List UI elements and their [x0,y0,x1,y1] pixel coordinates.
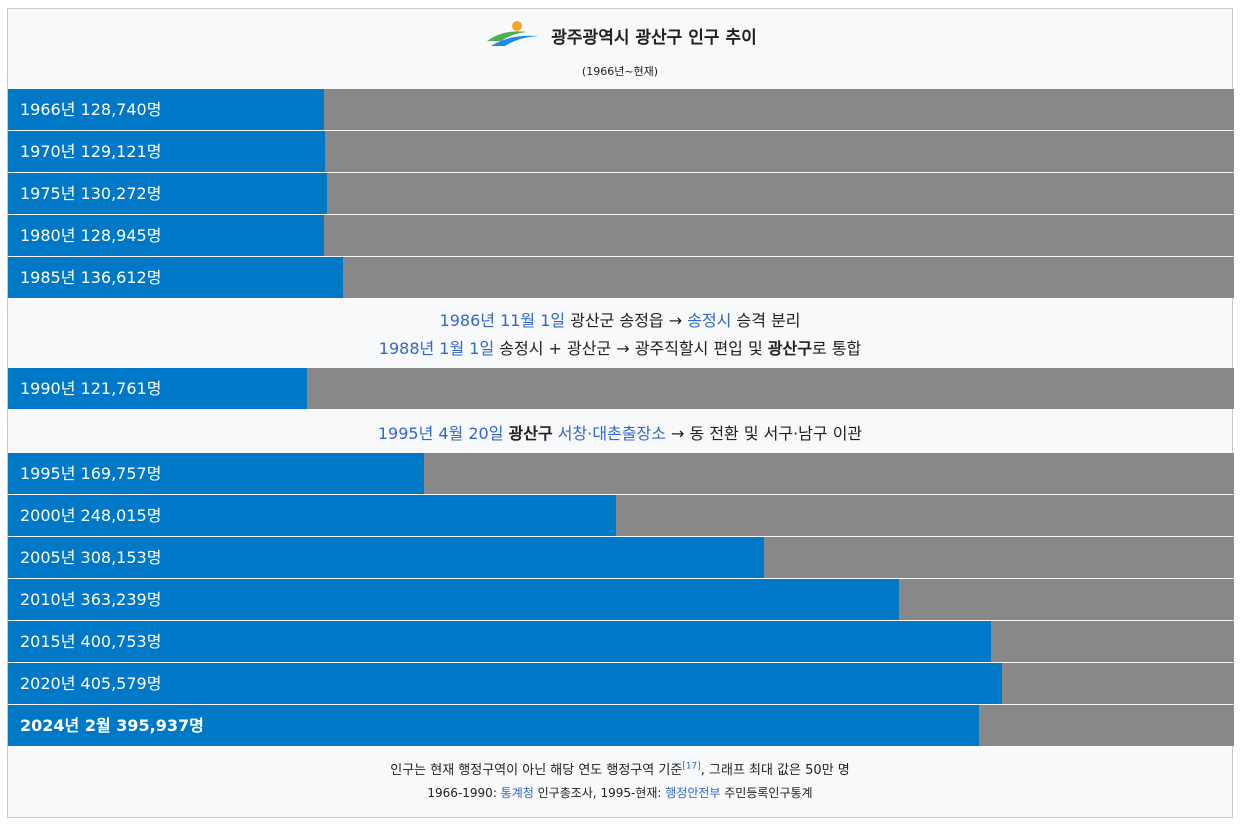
bar-2024 [8,705,979,746]
ministry-link[interactable]: 행정안전부 [665,786,721,800]
note-1988: 1988년 1월 1일 송정시 + 광산군 → 광주직할시 편입 및 광산구로 … [8,335,1232,359]
note-1995: 1995년 4월 20일 광산구 서창·대촌출장소 → 동 전환 및 서구·남구… [8,420,1232,444]
bar-label-1980: 1980년 128,945명 [20,226,162,245]
title-row: · · · 광주광역시 광산구 인구 추이 [8,19,1232,51]
bar-row-2000: 2000년 248,015명 [8,495,1234,536]
note-1986-songjeong-link[interactable]: 송정시 [687,311,732,330]
bar-row-1975: 1975년 130,272명 [8,173,1234,214]
footer-line-1: 인구는 현재 행정구역이 아닌 해당 연도 행정구역 기준[17], 그래프 최… [8,759,1232,778]
footer-line-2: 1966-1990: 통계청 인구총조사, 1995-현재: 행정안전부 주민등… [8,784,1232,801]
bar-label-2020: 2020년 405,579명 [20,674,162,693]
note-1988-text-a: 송정시 + 광산군 → 광주직할시 편입 및 [494,339,768,358]
bar-1980 [8,215,325,256]
bar-label-1985: 1985년 136,612명 [20,268,162,287]
gwangsan-gu-logo-icon: · · · [487,21,540,51]
note-1986-date-link[interactable]: 1986년 11월 1일 [439,311,566,330]
note-1986-text-a: 광산군 송정읍 → [565,311,688,330]
note-1995-bold: 광산구 [508,424,553,443]
bar-row-1980: 1980년 128,945명 [8,215,1234,256]
chart-footer: 인구는 현재 행정구역이 아닌 해당 연도 행정구역 기준[17], 그래프 최… [8,759,1232,801]
bar-row-1990: 1990년 121,761명 [8,368,1234,409]
bar-label-2015: 2015년 400,753명 [20,632,162,651]
bar-1985 [8,257,343,298]
bar-2015 [8,621,991,662]
chart-subtitle: (1966년~현재) [581,65,659,78]
note-1995-date-link[interactable]: 1995년 4월 20일 [377,424,504,443]
bar-2010 [8,579,899,620]
bar-label-2024: 2024년 2월 395,937명 [20,716,204,735]
bar-row-2010: 2010년 363,239명 [8,579,1234,620]
reference-link[interactable]: [17] [682,761,701,772]
bar-label-2010: 2010년 363,239명 [20,590,162,609]
note-1988-date-link[interactable]: 1988년 1월 1일 [378,339,495,358]
bar-row-2024: 2024년 2월 395,937명 [8,705,1234,746]
footer-source-c: 주민등록인구통계 [720,786,813,800]
note-1986-text-b: 승격 분리 [731,311,801,330]
footer-text-b: , 그래프 최대 값은 50만 명 [700,763,850,778]
note-1995-office-link[interactable]: 서창·대촌출장소 [557,424,666,443]
note-1988-text-b: 로 통합 [811,339,862,358]
bar-label-1990: 1990년 121,761명 [20,379,162,398]
bar-row-1970: 1970년 129,121명 [8,131,1234,172]
bar-1970 [8,131,325,172]
bar-label-2000: 2000년 248,015명 [20,506,162,525]
bar-label-1966: 1966년 128,740명 [20,100,162,119]
bar-2005 [8,537,764,578]
bar-label-1995: 1995년 169,757명 [20,464,162,483]
bar-1966 [8,89,324,130]
bar-1990 [8,368,307,409]
bar-row-2015: 2015년 400,753명 [8,621,1234,662]
population-chart-frame: · · · 광주광역시 광산구 인구 추이 (1966년~현재) 1966년 1… [7,8,1234,818]
footer-source-a: 1966-1990: [427,786,501,800]
bar-row-1966: 1966년 128,740명 [8,89,1234,130]
footer-source-b: 인구총조사, 1995-현재: [533,786,666,800]
bar-label-1975: 1975년 130,272명 [20,184,162,203]
bar-2020 [8,663,1003,704]
bar-label-1970: 1970년 129,121명 [20,142,162,161]
footer-text-a: 인구는 현재 행정구역이 아닌 해당 연도 행정구역 기준 [390,763,683,778]
bar-row-1985: 1985년 136,612명 [8,257,1234,298]
bar-label-2005: 2005년 308,153명 [20,548,162,567]
bar-1995 [8,453,425,494]
note-1986: 1986년 11월 1일 광산군 송정읍 → 송정시 승격 분리 [8,307,1232,331]
chart-header: · · · 광주광역시 광산구 인구 추이 (1966년~현재) [8,9,1232,89]
bar-1975 [8,173,328,214]
bar-row-1995: 1995년 169,757명 [8,453,1234,494]
note-1988-bold: 광산구 [767,339,812,358]
chart-title: 광주광역시 광산구 인구 추이 [551,27,757,48]
svg-text:· · ·: · · · [511,47,516,51]
statistics-korea-link[interactable]: 통계청 [500,786,534,800]
bar-2000 [8,495,617,536]
bar-row-2020: 2020년 405,579명 [8,663,1234,704]
bar-row-2005: 2005년 308,153명 [8,537,1234,578]
note-1995-text-b: → 동 전환 및 서구·남구 이관 [665,424,863,443]
